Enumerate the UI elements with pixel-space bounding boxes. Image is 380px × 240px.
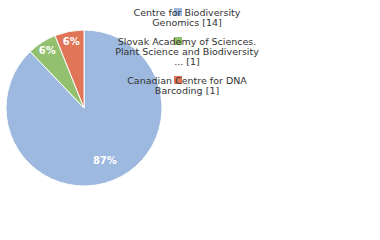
svg-text:... [1]: ... [1] <box>174 56 200 67</box>
svg-text:Plant Science and Biodiversity: Plant Science and Biodiversity <box>115 46 259 57</box>
svg-text:Slovak Academy of Sciences.: Slovak Academy of Sciences. <box>117 36 257 47</box>
svg-text:87%: 87% <box>93 155 117 166</box>
svg-text:Canadian Centre for DNA: Canadian Centre for DNA <box>127 75 247 86</box>
svg-text:Centre for Biodiversity: Centre for Biodiversity <box>133 7 241 18</box>
svg-text:Barcoding [1]: Barcoding [1] <box>155 85 219 96</box>
svg-text:6%: 6% <box>63 36 80 47</box>
svg-text:Genomics [14]: Genomics [14] <box>152 17 222 28</box>
svg-text:6%: 6% <box>39 45 56 56</box>
